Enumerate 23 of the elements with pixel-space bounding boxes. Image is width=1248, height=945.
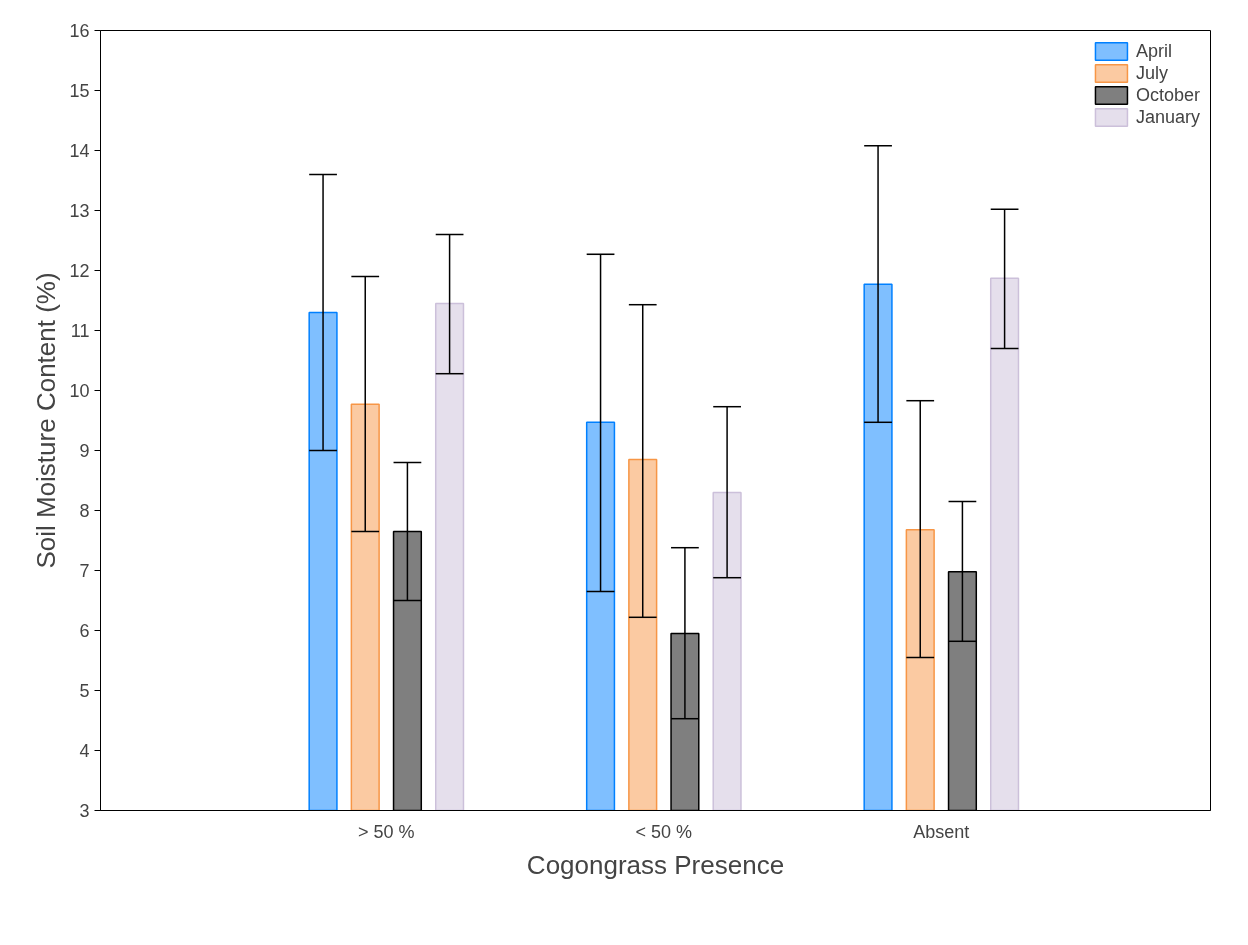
y-axis-title: Soil Moisture Content (%) (31, 272, 62, 569)
x-tick-label: < 50 % (635, 821, 693, 842)
y-tick-label: 15 (69, 81, 90, 101)
y-tick-label: 9 (79, 441, 90, 461)
y-tick-label: 8 (79, 501, 90, 521)
legend-label: January (1135, 106, 1200, 128)
x-tick-label: Absent (913, 821, 970, 842)
y-tick-label: 10 (69, 381, 90, 401)
y-tick-label: 6 (79, 621, 90, 641)
y-tick-label: 3 (79, 801, 90, 821)
y-tick-label: 7 (79, 561, 90, 581)
x-axis-title: Cogongrass Presence (526, 849, 785, 880)
legend-label: April (1135, 40, 1172, 62)
legend-label: July (1135, 62, 1168, 84)
y-tick-label: 11 (70, 321, 90, 341)
y-tick-label: 12 (69, 261, 90, 281)
y-tick-label: 5 (79, 681, 90, 701)
legend-label: October (1135, 84, 1200, 106)
y-tick-label: 14 (69, 141, 90, 161)
y-tick-label: 4 (79, 741, 90, 761)
y-tick-label: 16 (69, 21, 90, 41)
x-tick-label: > 50 % (358, 821, 415, 842)
y-tick-label: 13 (69, 201, 90, 221)
